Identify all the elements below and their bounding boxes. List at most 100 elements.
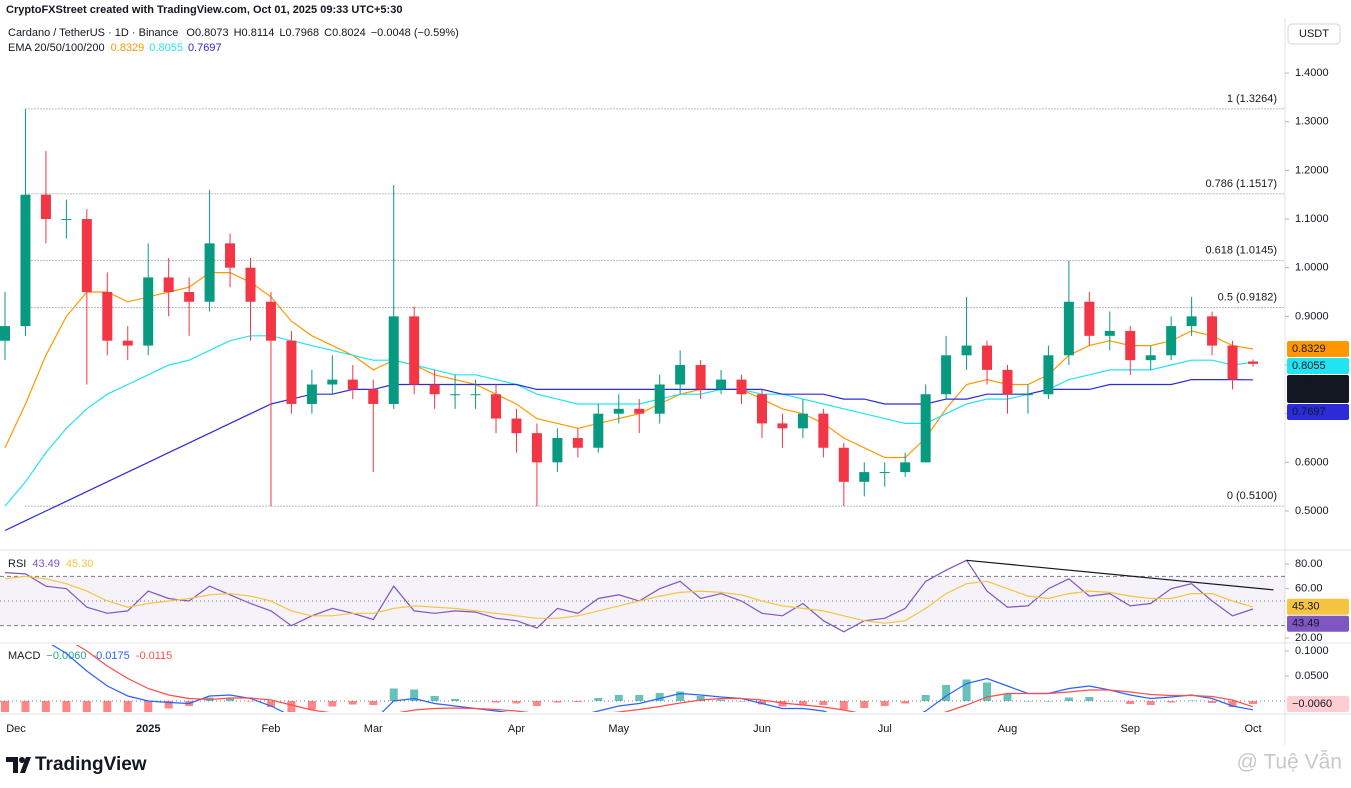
histogram-bar [778, 701, 787, 707]
histogram-bar [103, 701, 112, 712]
candle-body [143, 277, 154, 346]
candle-body [368, 389, 379, 404]
ema-legend: EMA 20/50/100/200 0.8329 0.8055 0.7697 [8, 42, 222, 54]
y-tick-label: 1.1000 [1295, 213, 1329, 225]
macd-legend: MACD −0.0060 -0.0175 -0.0115 [8, 650, 172, 662]
x-tick-label: May [608, 723, 629, 735]
histogram-bar [757, 701, 766, 705]
x-tick-label: Dec [6, 723, 26, 735]
histogram-bar [1085, 697, 1094, 701]
ohlc: O0.8073 [186, 27, 228, 39]
candle-body [654, 384, 665, 414]
candle-body [756, 394, 767, 424]
candle-body [920, 394, 931, 463]
candle-body [1186, 316, 1197, 327]
histogram-bar [21, 701, 30, 712]
price-tag [1287, 615, 1349, 632]
candle-body [470, 394, 481, 396]
candle-body [388, 316, 399, 404]
candle-body [265, 301, 276, 341]
histogram-bar [1208, 701, 1217, 703]
histogram-bar [635, 695, 644, 701]
histogram-bar [307, 701, 316, 710]
pane [0, 645, 1285, 712]
currency-box[interactable] [1287, 23, 1341, 45]
histogram-bar [614, 695, 623, 701]
rsi-legend: RSI 43.49 45.30 [8, 558, 93, 570]
histogram-bar [798, 701, 807, 705]
candle-body [1043, 355, 1054, 395]
symbol: Cardano / TetherUS · 1D · Binance [8, 27, 178, 39]
histogram-bar [144, 701, 153, 712]
rsi-title: RSI [8, 558, 26, 570]
signal-value: -0.0115 [136, 650, 173, 662]
candle-body [225, 243, 236, 268]
histogram-bar [717, 699, 726, 701]
histogram-bar [819, 701, 828, 705]
histogram-bar [164, 701, 173, 709]
histogram-bar [901, 701, 910, 704]
ema-value: 0.8329 [111, 42, 145, 54]
candle-body [982, 345, 993, 370]
histogram-bar [696, 696, 705, 701]
macd-line [51, 645, 1254, 712]
y-tick-label: 0.9000 [1295, 310, 1329, 322]
credit: CryptoFXStreet created with TradingView.… [6, 4, 402, 16]
candle-body [1125, 330, 1136, 361]
candle-body [0, 326, 10, 341]
y-tick-label: 0.5000 [1295, 505, 1329, 517]
histogram-bar [737, 701, 746, 702]
currency[interactable]: USDT [1299, 28, 1329, 40]
histogram-bar [962, 679, 971, 701]
histogram-bar [1, 701, 9, 712]
price-tag-label: 19:56:53 [1292, 389, 1335, 401]
x-tick-label: Aug [998, 723, 1018, 735]
y-tick-label: 1.0000 [1295, 262, 1329, 274]
ohlc: H0.8114 [234, 27, 275, 39]
ema-title: EMA 20/50/100/200 [8, 42, 105, 54]
candle-body [327, 379, 338, 385]
candle-body [572, 438, 583, 448]
fib-label: 0 (0.5100) [1227, 490, 1277, 502]
histogram-bar [1105, 701, 1114, 702]
histogram-bar [389, 688, 398, 701]
ema-line [4, 335, 1254, 507]
y-tick-label: 1.3000 [1295, 116, 1329, 128]
fib-label: 0.786 (1.1517) [1205, 178, 1277, 190]
histogram-bar [410, 689, 419, 701]
candle-body [941, 355, 952, 395]
y-tick-label: 60.00 [1295, 583, 1323, 595]
histogram-bar [880, 701, 889, 706]
candle-body [675, 365, 686, 385]
candle-body [1145, 355, 1156, 361]
candle-body [409, 316, 420, 385]
brand: TradingView [35, 754, 147, 775]
histogram-bar [921, 695, 930, 701]
price-tag-label: 45.30 [1292, 601, 1320, 613]
price-tag-label: 0.8024 [1292, 377, 1326, 389]
candle-body [634, 408, 645, 414]
fib-label: 0.618 (1.0145) [1205, 245, 1277, 257]
candle-body [716, 379, 727, 390]
candle-body [347, 379, 358, 390]
histogram-bar [62, 701, 71, 712]
price-tag-label: 0.8329 [1292, 343, 1326, 355]
histogram-bar [430, 696, 439, 701]
y-tick-label: 1.2000 [1295, 164, 1329, 176]
candle-body [184, 292, 195, 302]
histogram-value: −0.0060 [46, 650, 86, 662]
histogram-bar [226, 698, 235, 701]
candle-body [1227, 345, 1238, 380]
candle-body [20, 194, 31, 327]
price-tag [1287, 696, 1349, 712]
brand-logo [6, 757, 31, 773]
fib-label: 0.5 (0.9182) [1218, 291, 1277, 303]
rsi-band [0, 576, 1285, 626]
price-tag [1287, 598, 1349, 615]
candle-body [838, 447, 849, 482]
x-tick-label: Sep [1120, 723, 1140, 735]
candle-body [450, 394, 461, 396]
y-tick-label: 80.00 [1295, 558, 1323, 570]
